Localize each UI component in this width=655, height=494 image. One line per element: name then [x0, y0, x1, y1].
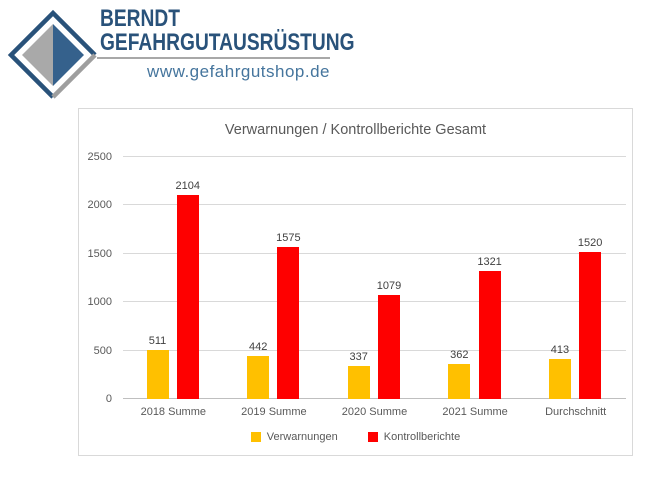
bar-wrap: 1079	[377, 280, 401, 399]
bar-verwarnungen	[146, 349, 169, 399]
gridline-500	[123, 349, 626, 351]
bar-wrap: 1575	[276, 231, 301, 399]
data-label: 2104	[175, 180, 201, 193]
bar-verwarnungen	[548, 359, 571, 399]
legend-swatch-icon	[367, 432, 378, 442]
data-label: 1520	[577, 236, 603, 249]
data-label: 1079	[376, 279, 402, 292]
legend-item-kontrollberichte: Kontrollberichte	[367, 431, 461, 443]
bar-wrap: 337	[347, 351, 370, 399]
bar-group-durchschnitt: 413 1520	[525, 157, 626, 399]
logo-divider-line	[97, 57, 330, 59]
data-label: 413	[550, 344, 570, 357]
bar-verwarnungen	[448, 363, 471, 399]
bar-wrap: 2104	[176, 180, 200, 399]
legend-label: Kontrollberichte	[383, 431, 461, 443]
gridline-0	[123, 398, 626, 399]
bar-wrap: 1321	[477, 256, 502, 399]
chart-legend: Verwarnungen Kontrollberichte	[79, 431, 632, 443]
bar-wrap: 413	[548, 344, 571, 399]
legend-swatch-icon	[250, 432, 261, 442]
bar-group-2019-summe: 442 1575	[224, 157, 325, 399]
bar-kontrollberichte	[377, 294, 400, 399]
bar-wrap: 362	[448, 348, 471, 399]
bar-verwarnungen	[247, 356, 270, 399]
y-axis-tick-label: 500	[93, 344, 112, 357]
logo-website-url: www.gefahrgutshop.de	[147, 62, 330, 81]
gridline-1000	[123, 301, 626, 303]
x-axis-tick-label: 2020 Summe	[341, 406, 408, 418]
logo-diamond-icon	[7, 9, 97, 99]
y-axis-tick-label: 1000	[87, 296, 112, 309]
gridline-2000	[123, 204, 626, 206]
logo-company-line2: GEFAHRGUTAUSRÜSTUNG	[100, 29, 355, 56]
gridline-2500	[123, 156, 626, 157]
bar-kontrollberichte	[579, 251, 602, 399]
chart-card: Verwarnungen / Kontrollberichte Gesamt 0…	[78, 108, 633, 456]
gridline-1500	[123, 252, 626, 254]
legend-item-verwarnungen: Verwarnungen	[250, 431, 338, 443]
data-label: 442	[248, 341, 268, 354]
y-axis-tick-label: 2000	[87, 199, 112, 212]
bar-groups: 511 2104 442 1575 337 1079 362 1321 413 1520	[123, 157, 626, 399]
bar-kontrollberichte	[478, 271, 501, 399]
y-axis-tick-label: 2500	[87, 151, 112, 163]
data-label: 1575	[276, 231, 301, 244]
data-label: 337	[349, 351, 368, 364]
data-label: 362	[450, 348, 469, 361]
y-axis-tick-label: 1500	[87, 247, 112, 260]
bar-kontrollberichte	[176, 195, 199, 399]
x-axis-tick-label: 2018 Summe	[140, 406, 207, 418]
chart-plot-area: 0 500 1000 1500 2000 2500 511 2104 442 1575 337 107…	[88, 151, 626, 418]
data-label: 1321	[477, 256, 502, 269]
logo-company-line1: BERNDT	[100, 5, 180, 32]
x-axis-tick-label: Durchschnitt	[545, 406, 607, 418]
bar-wrap: 442	[247, 341, 270, 399]
logo-company-name: BERNDT GEFAHRGUTAUSRÜSTUNG	[100, 7, 355, 55]
data-label: 511	[148, 334, 167, 347]
legend-label: Verwarnungen	[266, 431, 338, 443]
x-axis-tick-label: 2021 Summe	[442, 406, 508, 418]
bar-wrap: 1520	[578, 237, 602, 399]
x-axis-tick-label: 2019 Summe	[241, 406, 307, 418]
y-axis-tick-label: 0	[105, 393, 112, 405]
chart-title: Verwarnungen / Kontrollberichte Gesamt	[224, 122, 487, 138]
bar-kontrollberichte	[277, 246, 300, 399]
bar-wrap: 511	[146, 334, 169, 399]
bar-group-2021-summe: 362 1321	[425, 157, 526, 399]
x-axis-labels: 2018 Summe 2019 Summe 2020 Summe 2021 Summe…	[123, 406, 626, 418]
bar-group-2018-summe: 511 2104	[123, 157, 224, 399]
bar-group-2020-summe: 337 1079	[324, 157, 425, 399]
company-logo: BERNDT GEFAHRGUTAUSRÜSTUNG www.gefahrgut…	[0, 0, 655, 100]
bar-verwarnungen	[347, 366, 370, 399]
